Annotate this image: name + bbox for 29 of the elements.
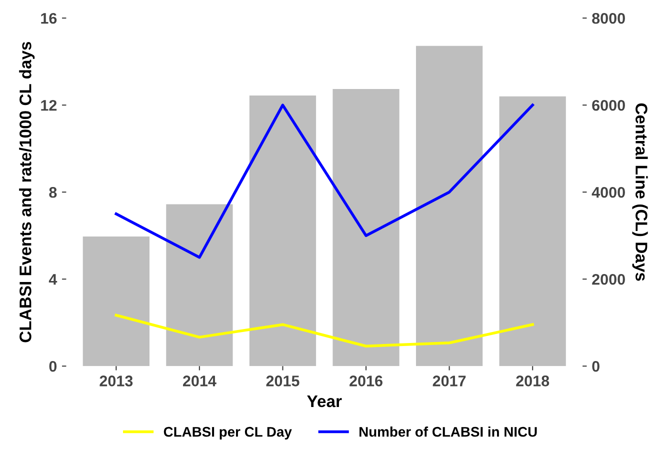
x-tick-label: 2016 (350, 376, 382, 386)
x-tick-label: 2018 (516, 376, 550, 386)
x-tick-label: 2014 (182, 376, 216, 386)
legend-label: Number of CLABSI in NICU (360, 426, 537, 437)
bar (416, 46, 483, 366)
legend-label: CLABSI per CL Day (164, 426, 292, 440)
x-axis-title: Year (307, 396, 342, 408)
y2-tick-label: 4000 (592, 186, 625, 198)
y2-tick-label: 6000 (592, 100, 625, 111)
line-series (114, 104, 534, 259)
x-tick-label: 2017 (432, 376, 466, 386)
y2-tick-label: 8000 (592, 12, 625, 24)
y-tick-label: 4 (48, 274, 58, 285)
line-series (114, 314, 534, 348)
bar (166, 204, 233, 366)
bar (82, 236, 150, 366)
y2-axis-title: Central Line (CL) Days (632, 103, 648, 281)
y2-tick-label: 2000 (592, 274, 625, 285)
y2-tick-label: 0 (592, 360, 600, 372)
bar (249, 96, 316, 366)
x-tick-label: 2015 (266, 376, 300, 386)
y-axis-title: CLABSI Events and rate/1000 CL days (19, 42, 35, 342)
x-tick-label: 2013 (100, 376, 133, 386)
bar (499, 96, 566, 366)
y-tick-label: 16 (41, 12, 57, 24)
y-tick-label: 8 (49, 186, 57, 198)
bar (332, 88, 400, 366)
y-tick-label: 12 (41, 100, 57, 111)
y-tick-label: 0 (49, 360, 57, 372)
